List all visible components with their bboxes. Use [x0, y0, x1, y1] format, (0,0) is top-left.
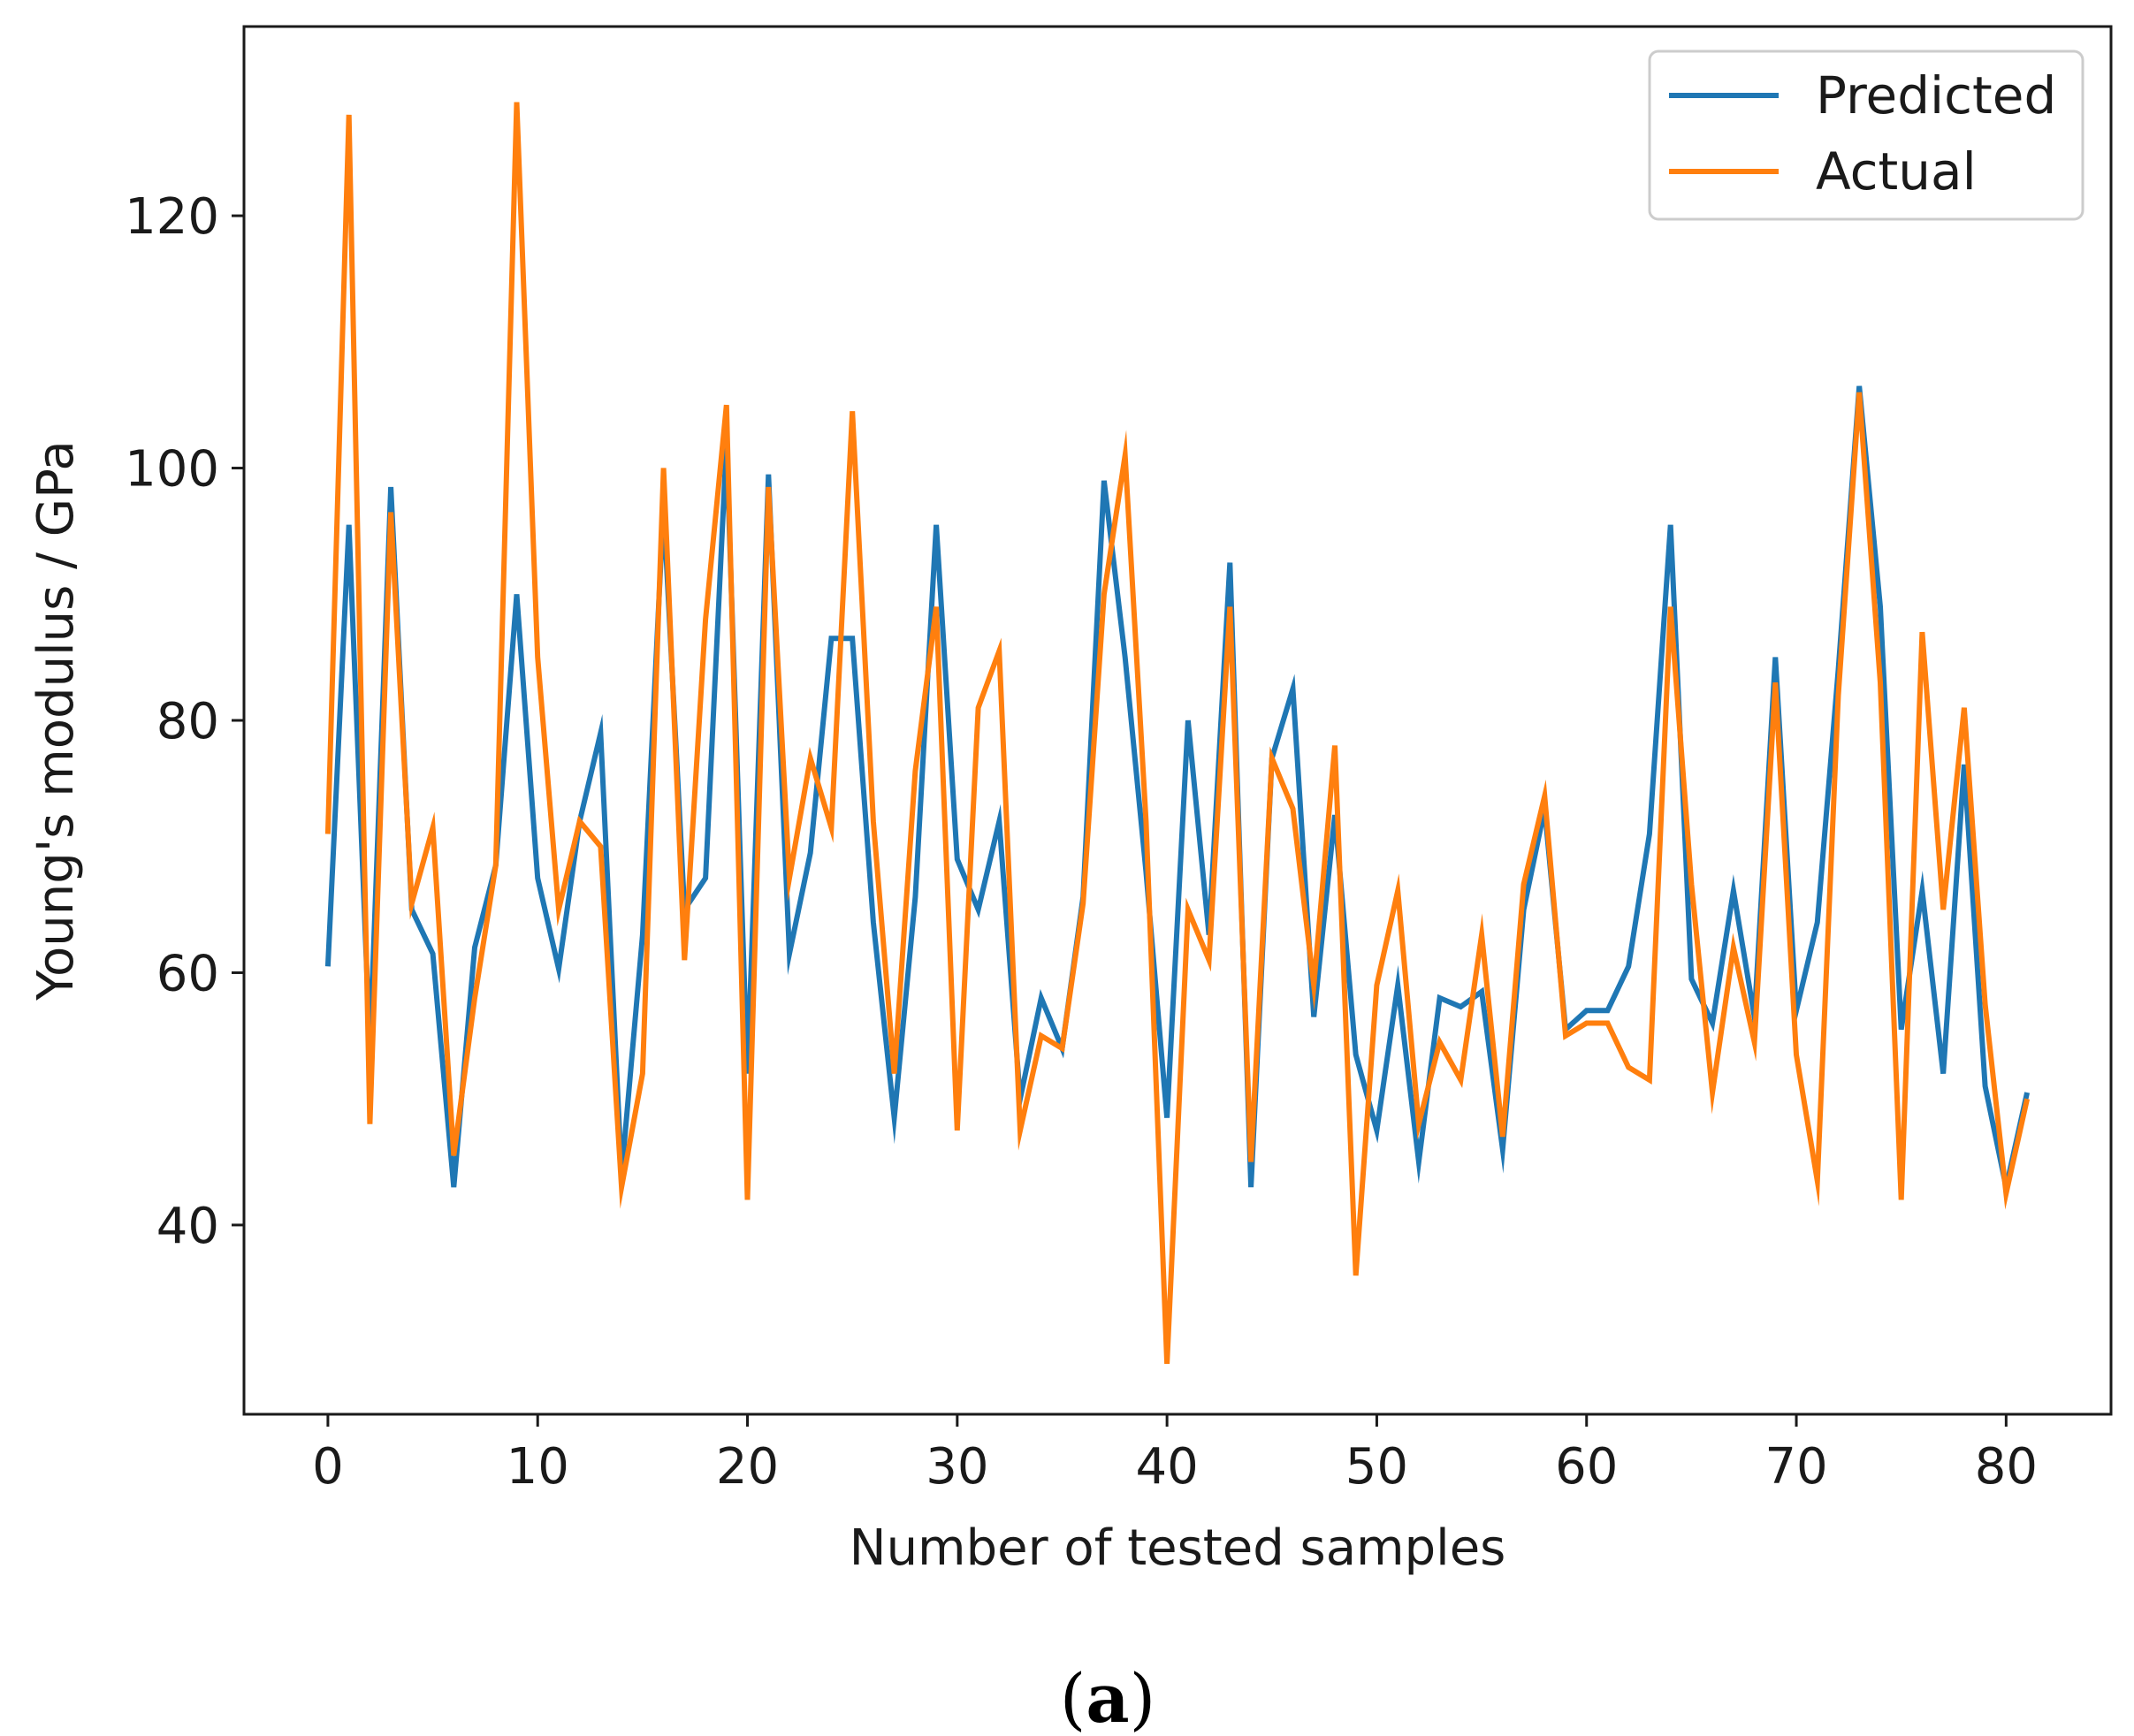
series-line-actual — [324, 102, 2031, 1365]
x-tick-label: 80 — [1975, 1438, 2038, 1496]
x-tick-label: 40 — [1136, 1438, 1199, 1496]
x-tick-label: 50 — [1345, 1438, 1408, 1496]
x-tick-label: 60 — [1555, 1438, 1618, 1496]
y-axis: 40 60 80 100 120 — [125, 188, 244, 1255]
caption-open-paren: ( — [1060, 1659, 1086, 1736]
figure-caption: (a) — [1060, 1659, 1156, 1736]
legend: Predicted Actual — [1648, 49, 2084, 221]
x-tick-label: 0 — [312, 1438, 344, 1496]
y-tick-label: 100 — [125, 441, 219, 499]
y-tick-label: 40 — [156, 1198, 219, 1255]
y-tick-label: 120 — [125, 188, 219, 246]
y-tick-label: 80 — [156, 693, 219, 750]
x-tick-label: 20 — [716, 1438, 779, 1496]
caption-letter: a — [1086, 1659, 1129, 1736]
x-tick-label: 70 — [1764, 1438, 1827, 1496]
x-axis: 0 10 20 30 40 50 60 70 80 — [312, 1414, 2038, 1496]
x-tick-label: 30 — [926, 1438, 988, 1496]
legend-label-predicted: Predicted — [1816, 65, 2056, 126]
x-tick-label: 10 — [507, 1438, 569, 1496]
x-axis-label: Number of tested samples — [850, 1519, 1506, 1577]
series-layer — [324, 102, 2031, 1365]
y-tick-label: 60 — [156, 945, 219, 1002]
caption-close-paren: ) — [1130, 1659, 1156, 1736]
series-line-predicted — [324, 385, 2031, 1200]
legend-label-actual: Actual — [1816, 141, 1977, 202]
y-axis-label: Young's modulus / GPa — [27, 440, 85, 1001]
